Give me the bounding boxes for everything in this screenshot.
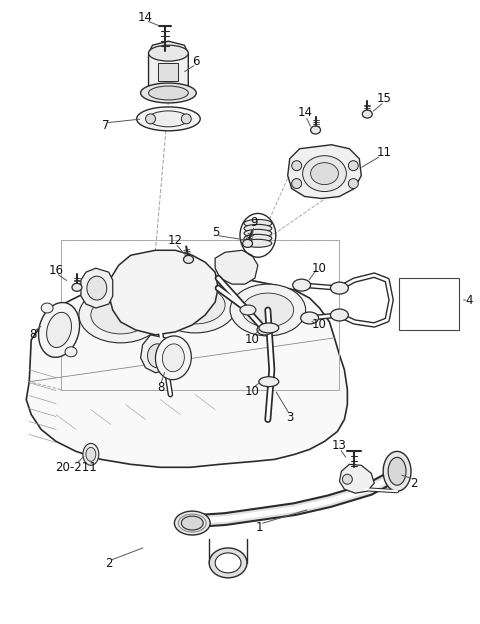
Polygon shape bbox=[26, 278, 348, 467]
Ellipse shape bbox=[72, 283, 82, 291]
Text: 6: 6 bbox=[192, 55, 200, 67]
Ellipse shape bbox=[257, 325, 273, 335]
Polygon shape bbox=[215, 250, 258, 284]
Text: 12: 12 bbox=[168, 234, 183, 247]
Text: 2: 2 bbox=[105, 557, 112, 570]
Ellipse shape bbox=[174, 511, 210, 535]
Text: 13: 13 bbox=[332, 439, 347, 452]
Text: 2: 2 bbox=[410, 477, 418, 490]
Ellipse shape bbox=[156, 336, 192, 379]
Ellipse shape bbox=[181, 114, 192, 124]
Ellipse shape bbox=[41, 303, 53, 313]
Ellipse shape bbox=[388, 457, 406, 485]
Ellipse shape bbox=[259, 377, 279, 387]
Ellipse shape bbox=[292, 178, 301, 188]
Text: 20-211: 20-211 bbox=[55, 461, 97, 474]
Ellipse shape bbox=[83, 444, 99, 466]
Ellipse shape bbox=[137, 107, 200, 131]
Text: 1: 1 bbox=[256, 520, 264, 534]
Text: 5: 5 bbox=[213, 226, 220, 239]
Ellipse shape bbox=[79, 287, 162, 343]
Ellipse shape bbox=[38, 303, 80, 358]
Ellipse shape bbox=[141, 83, 196, 103]
Ellipse shape bbox=[242, 240, 252, 248]
Text: 14: 14 bbox=[138, 11, 153, 24]
Bar bbox=[399, 278, 459, 330]
Ellipse shape bbox=[148, 45, 188, 61]
Ellipse shape bbox=[293, 279, 311, 291]
Text: 14: 14 bbox=[298, 106, 313, 119]
Ellipse shape bbox=[65, 347, 77, 357]
Ellipse shape bbox=[292, 160, 301, 170]
Text: 15: 15 bbox=[377, 92, 392, 105]
Ellipse shape bbox=[181, 516, 203, 530]
Ellipse shape bbox=[240, 305, 256, 315]
Ellipse shape bbox=[148, 111, 188, 127]
Ellipse shape bbox=[244, 240, 272, 247]
Text: 8: 8 bbox=[157, 381, 164, 394]
Ellipse shape bbox=[362, 110, 372, 118]
Polygon shape bbox=[109, 250, 218, 335]
Ellipse shape bbox=[242, 293, 294, 327]
Ellipse shape bbox=[162, 344, 184, 372]
Ellipse shape bbox=[244, 235, 272, 242]
Ellipse shape bbox=[311, 163, 338, 185]
Ellipse shape bbox=[87, 276, 107, 300]
Ellipse shape bbox=[383, 451, 411, 491]
Ellipse shape bbox=[244, 230, 272, 237]
Text: 10: 10 bbox=[244, 385, 259, 398]
Ellipse shape bbox=[145, 114, 156, 124]
Ellipse shape bbox=[148, 86, 188, 100]
Text: 8: 8 bbox=[29, 328, 37, 341]
Ellipse shape bbox=[230, 284, 306, 336]
Ellipse shape bbox=[300, 312, 319, 324]
Ellipse shape bbox=[183, 255, 193, 263]
Text: 11: 11 bbox=[377, 146, 392, 159]
Ellipse shape bbox=[259, 323, 279, 333]
Ellipse shape bbox=[348, 160, 358, 170]
Bar bbox=[61, 240, 339, 389]
Ellipse shape bbox=[215, 553, 241, 573]
Text: 3: 3 bbox=[286, 411, 293, 424]
Ellipse shape bbox=[147, 344, 168, 368]
Polygon shape bbox=[141, 335, 175, 373]
Ellipse shape bbox=[154, 277, 237, 333]
Bar bbox=[61, 240, 339, 389]
Ellipse shape bbox=[348, 178, 358, 188]
Polygon shape bbox=[288, 145, 361, 198]
Ellipse shape bbox=[47, 313, 72, 348]
Polygon shape bbox=[339, 464, 374, 493]
Text: 7: 7 bbox=[102, 119, 109, 132]
Ellipse shape bbox=[342, 474, 352, 484]
Ellipse shape bbox=[302, 156, 347, 192]
Ellipse shape bbox=[244, 220, 272, 227]
Text: 4: 4 bbox=[465, 293, 472, 306]
Text: 10: 10 bbox=[312, 318, 327, 331]
Ellipse shape bbox=[244, 225, 272, 232]
Text: 16: 16 bbox=[48, 264, 63, 276]
Text: 10: 10 bbox=[312, 261, 327, 275]
Ellipse shape bbox=[91, 296, 151, 334]
Polygon shape bbox=[81, 268, 113, 308]
Ellipse shape bbox=[166, 286, 225, 324]
Ellipse shape bbox=[86, 447, 96, 461]
Ellipse shape bbox=[311, 126, 321, 134]
Ellipse shape bbox=[330, 309, 348, 321]
Ellipse shape bbox=[330, 282, 348, 294]
Text: 10: 10 bbox=[244, 333, 259, 346]
Text: 9: 9 bbox=[250, 216, 258, 229]
Polygon shape bbox=[148, 41, 188, 101]
Bar bbox=[158, 63, 179, 81]
Ellipse shape bbox=[209, 548, 247, 578]
